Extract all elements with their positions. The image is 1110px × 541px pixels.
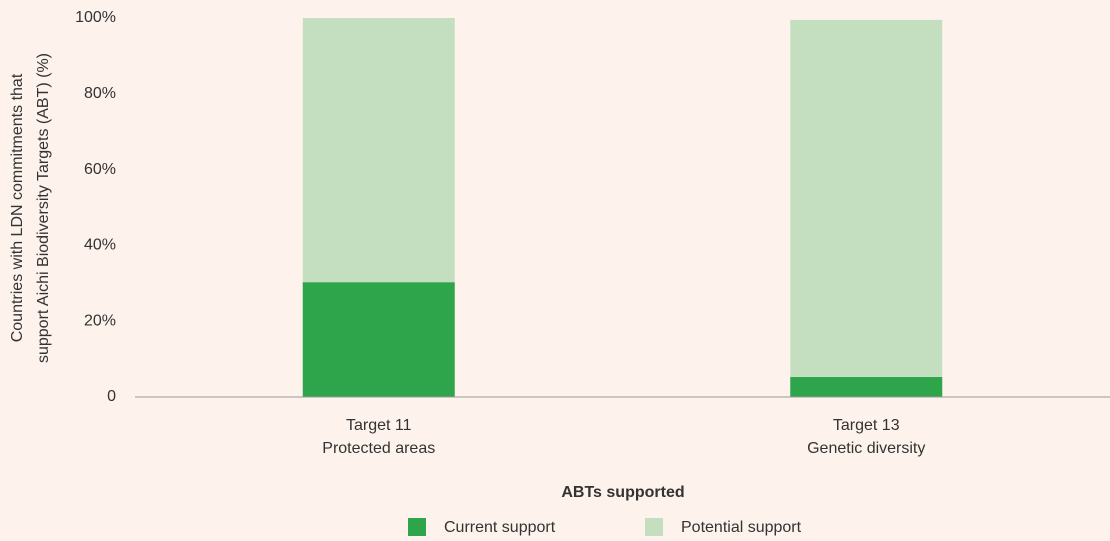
y-tick-label: 0	[107, 388, 116, 405]
x-tick-label: Genetic diversity	[807, 440, 925, 457]
bar-segment	[302, 282, 455, 397]
y-tick-label: 60%	[84, 161, 116, 178]
y-tick-label: 20%	[84, 312, 116, 329]
y-axis-title: Countries with LDN commitments that	[9, 73, 26, 342]
legend-label: Potential support	[681, 519, 802, 536]
y-tick-label: 80%	[84, 85, 116, 102]
bar-segment	[790, 19, 943, 377]
x-tick-label: Protected areas	[322, 440, 435, 457]
x-tick-label: Target 13	[833, 417, 900, 434]
bar-segment	[302, 18, 455, 283]
y-axis-title: support Aichi Biodiversity Targets (ABT)…	[35, 53, 52, 363]
legend-swatch	[408, 518, 426, 536]
bar-segment	[790, 376, 943, 397]
y-tick-label: 40%	[84, 237, 116, 254]
legend-swatch	[645, 518, 663, 536]
x-axis-title: ABTs supported	[561, 484, 684, 501]
x-tick-label: Target 11	[346, 417, 412, 434]
legend-label: Current support	[444, 519, 556, 536]
y-tick-label: 100%	[75, 9, 116, 26]
